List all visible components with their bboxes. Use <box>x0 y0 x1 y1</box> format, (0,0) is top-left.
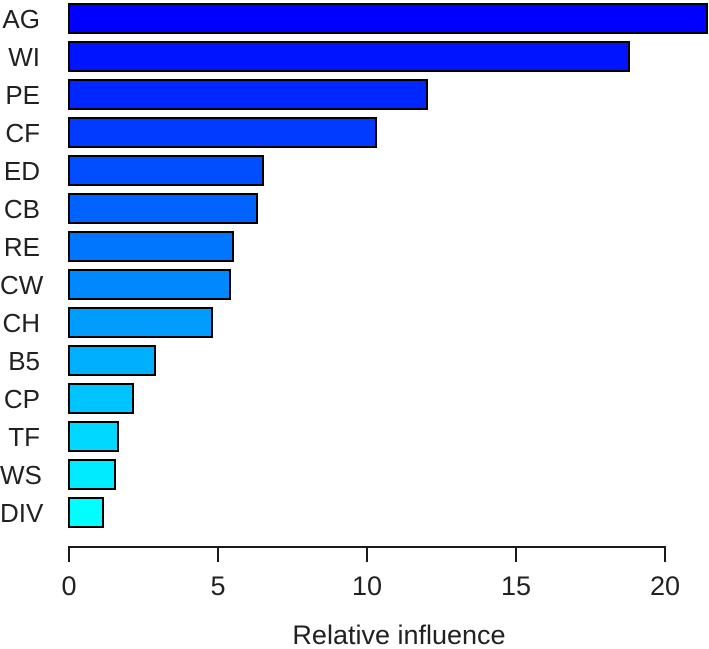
x-axis-tick-label: 20 <box>649 571 681 601</box>
category-label: CP <box>3 384 40 414</box>
category-label: ED <box>3 156 40 186</box>
category-label: CB <box>3 194 40 224</box>
category-label: RE <box>3 232 40 262</box>
x-axis-tick-label: 10 <box>351 571 383 601</box>
x-axis-tick <box>664 546 666 562</box>
bar <box>68 345 156 376</box>
category-label: CW <box>0 270 44 300</box>
x-axis-tick-label: 5 <box>210 571 226 601</box>
x-axis-tick <box>68 546 70 562</box>
bar <box>68 155 264 186</box>
category-label: WI <box>8 42 40 72</box>
x-axis-tick <box>217 546 219 562</box>
category-label: WS <box>0 460 42 490</box>
category-label: PE <box>5 80 40 110</box>
bar <box>68 269 231 300</box>
category-label: B5 <box>8 346 40 376</box>
bar <box>68 79 428 110</box>
x-axis-tick-label: 15 <box>500 571 532 601</box>
x-axis-tick <box>366 546 368 562</box>
category-label: CF <box>5 118 40 148</box>
bar <box>68 231 234 262</box>
category-label: DIV <box>0 498 44 528</box>
bar <box>68 383 134 414</box>
bar <box>68 117 377 148</box>
x-axis-tick-label: 0 <box>61 571 77 601</box>
category-label: TF <box>8 422 40 452</box>
bar <box>68 41 630 72</box>
bar <box>68 421 119 452</box>
bar <box>68 193 258 224</box>
bar <box>68 497 104 528</box>
bar <box>68 459 116 490</box>
x-axis-title: Relative influence <box>292 620 506 649</box>
category-label: CH <box>2 308 40 338</box>
category-label: AG <box>2 4 40 34</box>
x-axis-tick <box>515 546 517 562</box>
bar <box>68 3 708 34</box>
bar <box>68 307 213 338</box>
